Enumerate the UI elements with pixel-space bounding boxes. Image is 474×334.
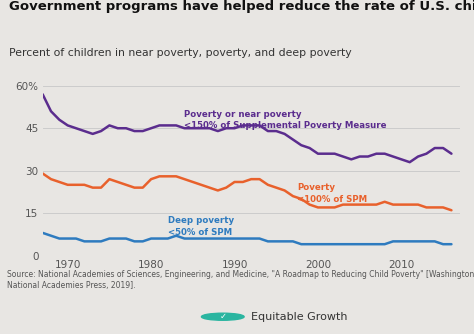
Text: Deep poverty
<50% of SPM: Deep poverty <50% of SPM bbox=[168, 216, 234, 237]
Text: Poverty or near poverty
<150% of Supplemental Poverty Measure: Poverty or near poverty <150% of Supplem… bbox=[184, 110, 387, 130]
Text: ✓: ✓ bbox=[219, 312, 226, 321]
Text: Equitable Growth: Equitable Growth bbox=[251, 312, 348, 322]
Text: Poverty
<100% of SPM: Poverty <100% of SPM bbox=[297, 183, 367, 204]
Text: Source: National Academies of Sciences, Engineering, and Medicine, "A Roadmap to: Source: National Academies of Sciences, … bbox=[7, 270, 474, 291]
Circle shape bbox=[201, 313, 244, 320]
Text: Government programs have helped reduce the rate of U.S. child poverty: Government programs have helped reduce t… bbox=[9, 0, 474, 13]
Text: Percent of children in near poverty, poverty, and deep poverty: Percent of children in near poverty, pov… bbox=[9, 48, 352, 58]
